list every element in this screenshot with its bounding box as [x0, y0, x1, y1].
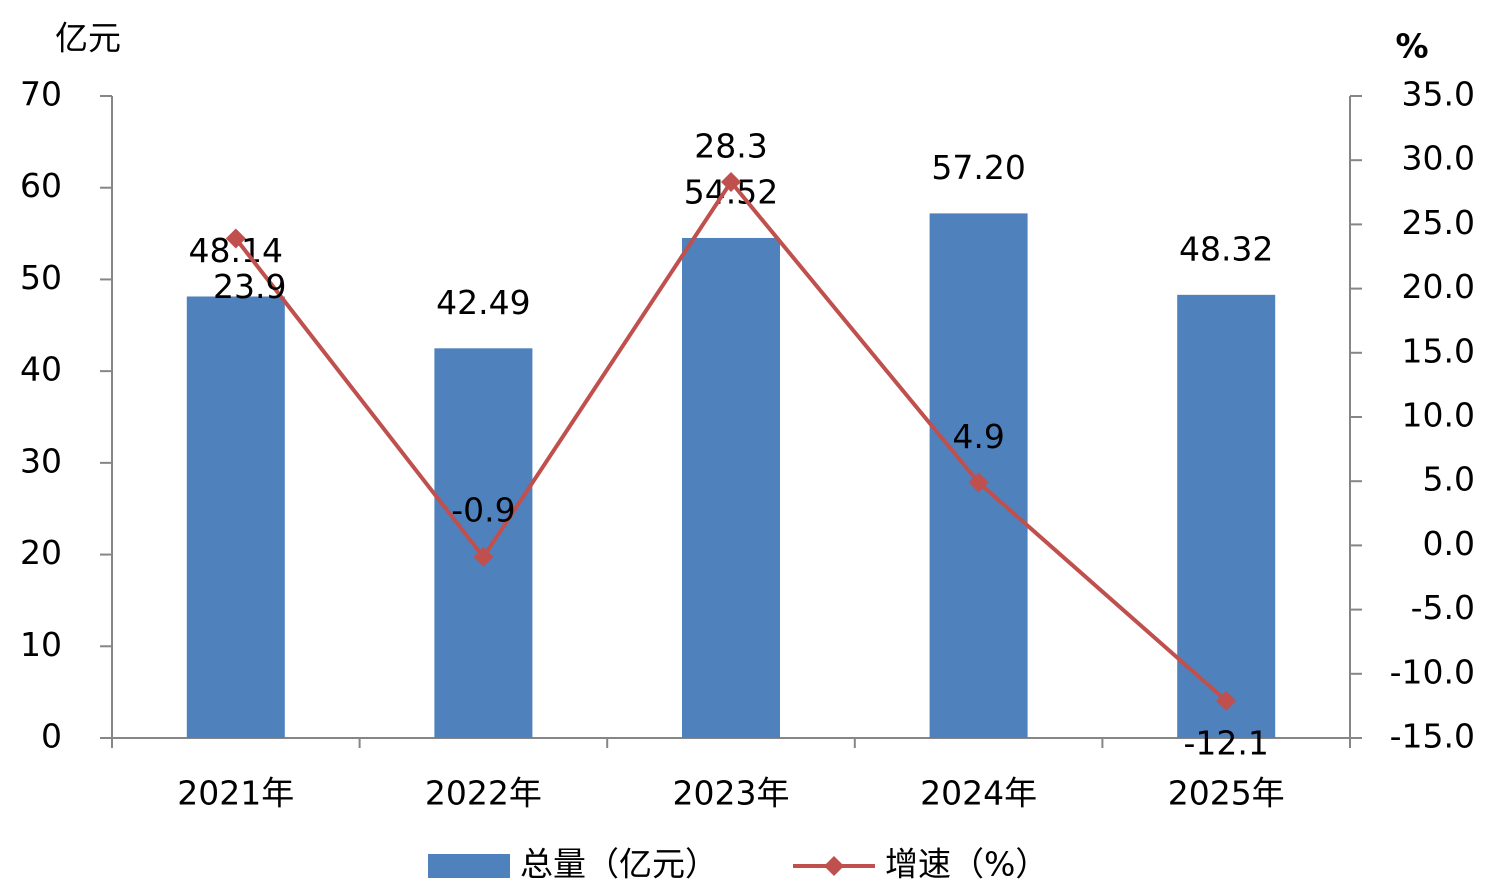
line-marker — [968, 472, 989, 493]
bar — [1177, 294, 1276, 738]
line-value-label: -12.1 — [1184, 723, 1269, 762]
y2-tick-label: 15.0 — [1402, 331, 1475, 370]
y2-tick-label: 20.0 — [1402, 267, 1475, 306]
x-tick-label: 2023年 — [673, 774, 790, 813]
line-value-label: -0.9 — [451, 490, 515, 529]
y2-tick-label: -5.0 — [1411, 588, 1475, 627]
y2-axis-label: % — [1395, 27, 1428, 66]
y-tick-label: 60 — [20, 166, 62, 205]
line-marker — [721, 172, 741, 193]
bar-value-label: 57.20 — [931, 148, 1025, 187]
bar — [186, 296, 285, 738]
y-tick-label: 30 — [20, 441, 62, 480]
line-marker — [473, 546, 494, 567]
legend-label: 总量（亿元） — [520, 845, 718, 884]
bar — [682, 237, 780, 739]
y2-tick-label: -10.0 — [1390, 652, 1475, 691]
y-tick-label: 20 — [20, 533, 62, 572]
x-tick-label: 2022年 — [425, 774, 542, 813]
y-tick-label: 70 — [20, 75, 62, 114]
y-tick-label: 50 — [20, 258, 62, 297]
x-tick-label: 2024年 — [920, 774, 1037, 813]
y2-tick-label: 0.0 — [1423, 524, 1475, 563]
y-axis-label: 亿元 — [55, 19, 121, 58]
legend-label: 增速（%） — [885, 845, 1048, 884]
line-marker — [225, 228, 246, 249]
y2-tick-label: 25.0 — [1402, 203, 1475, 242]
y2-tick-label: 5.0 — [1423, 460, 1475, 499]
y-tick-label: 40 — [20, 350, 62, 389]
line-value-label: 28.3 — [694, 127, 767, 166]
y-tick-label: 0 — [41, 717, 62, 756]
line-value-label: 23.9 — [213, 267, 286, 306]
line-marker — [1216, 690, 1237, 711]
y2-tick-label: 30.0 — [1402, 139, 1475, 178]
x-tick-label: 2021年 — [177, 774, 294, 813]
legend-swatch — [428, 854, 510, 878]
x-tick-label: 2025年 — [1168, 774, 1285, 813]
bar — [434, 348, 533, 738]
y2-tick-label: 35.0 — [1402, 75, 1475, 114]
line-value-label: 4.9 — [952, 417, 1004, 456]
y2-tick-label: -15.0 — [1390, 717, 1475, 756]
legend-swatch — [824, 856, 844, 876]
y-tick-label: 10 — [20, 625, 62, 664]
y2-tick-label: 10.0 — [1402, 396, 1475, 435]
bar-value-label: 42.49 — [436, 283, 530, 322]
bar-value-label: 48.32 — [1179, 229, 1273, 268]
